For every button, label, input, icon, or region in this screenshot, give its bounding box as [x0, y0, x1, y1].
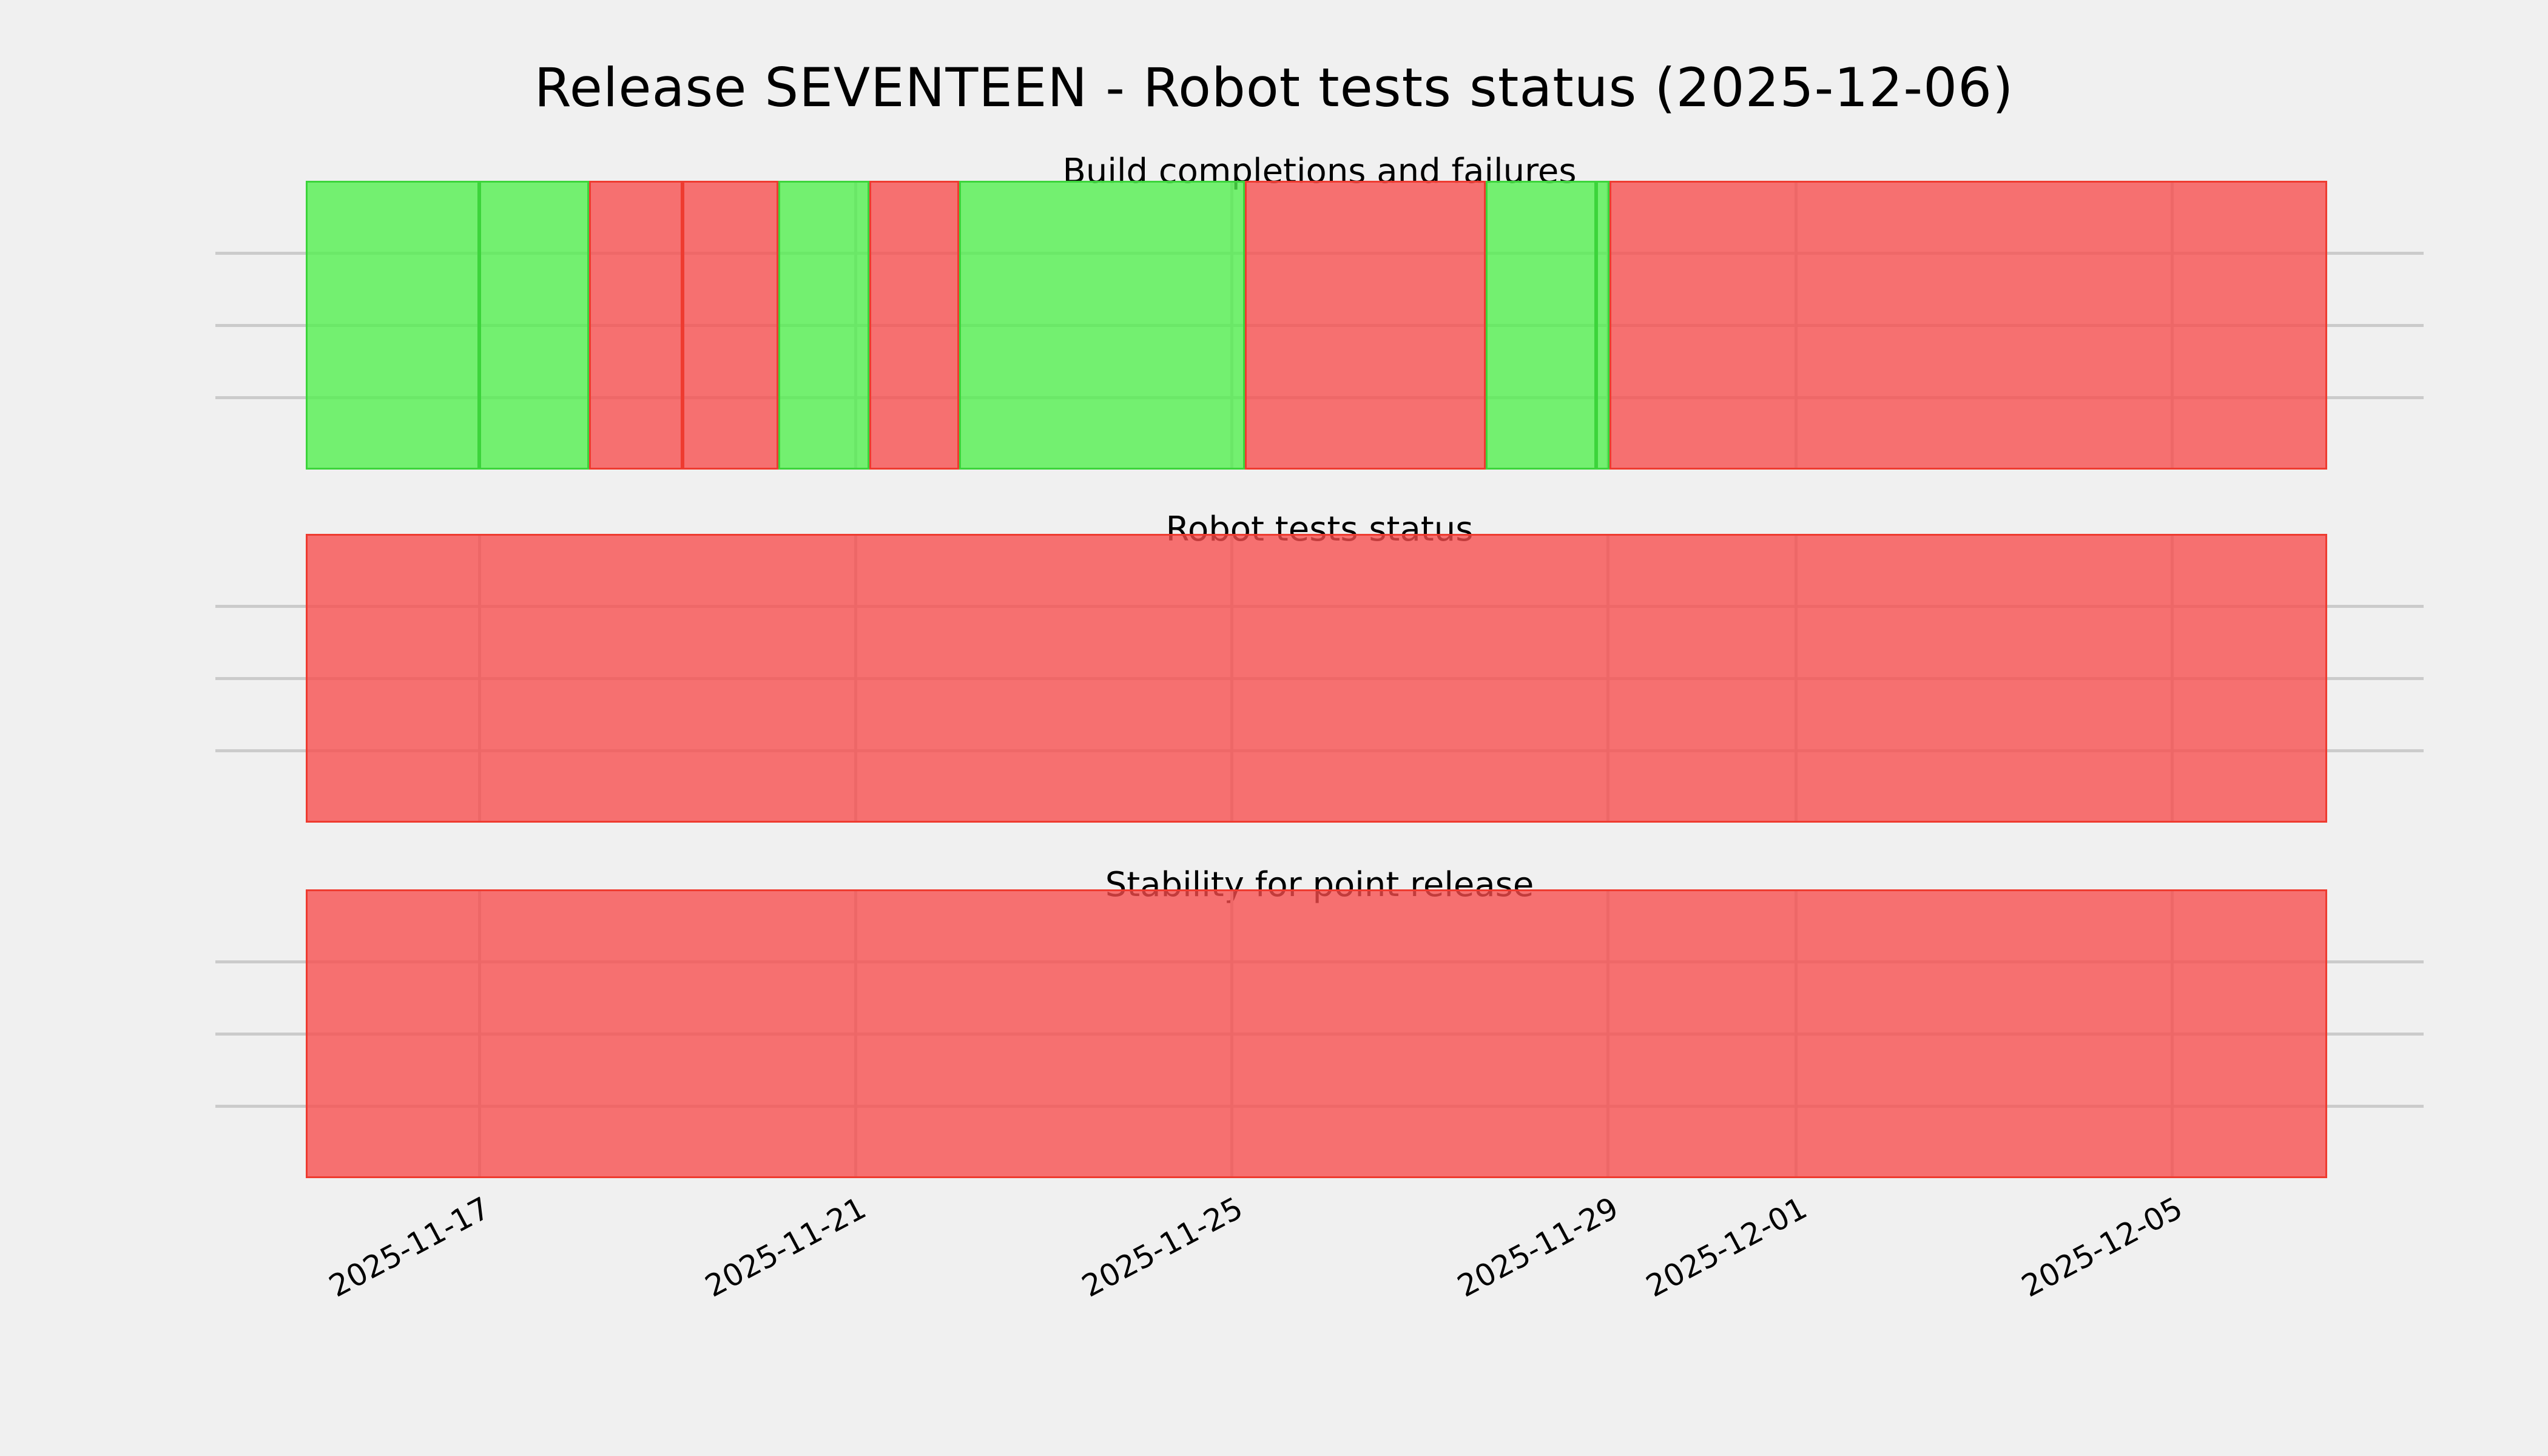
failure-segment: [306, 889, 2327, 1178]
failure-segment: [1245, 181, 1486, 470]
timeline-band-robot-tests: [215, 534, 2424, 823]
failure-segment: [682, 181, 778, 470]
x-tick-label: 2025-11-21: [699, 1190, 872, 1304]
x-tick-label: 2025-12-05: [2016, 1190, 2189, 1304]
success-segment: [1486, 181, 1597, 470]
timeline-strip: [306, 181, 2327, 470]
x-tick-label: 2025-11-29: [1452, 1190, 1625, 1304]
success-segment: [959, 181, 1245, 470]
page-title: Release SEVENTEEN - Robot tests status (…: [534, 56, 2014, 119]
success-segment: [778, 181, 869, 470]
failure-segment: [306, 534, 2327, 823]
x-tick-label: 2025-11-25: [1076, 1190, 1249, 1304]
timeline-strip: [306, 534, 2327, 823]
failure-segment: [869, 181, 959, 470]
success-segment: [306, 181, 479, 470]
failure-segment: [1609, 181, 2327, 470]
x-tick-label: 2025-12-01: [1640, 1190, 1813, 1304]
x-tick-label: 2025-11-17: [323, 1190, 496, 1304]
timeline-band-stability: [215, 889, 2424, 1178]
success-segment: [1596, 181, 1610, 470]
failure-segment: [588, 181, 682, 470]
timeline-band-build-completions: [215, 181, 2424, 470]
timeline-strip: [306, 889, 2327, 1178]
success-segment: [479, 181, 589, 470]
